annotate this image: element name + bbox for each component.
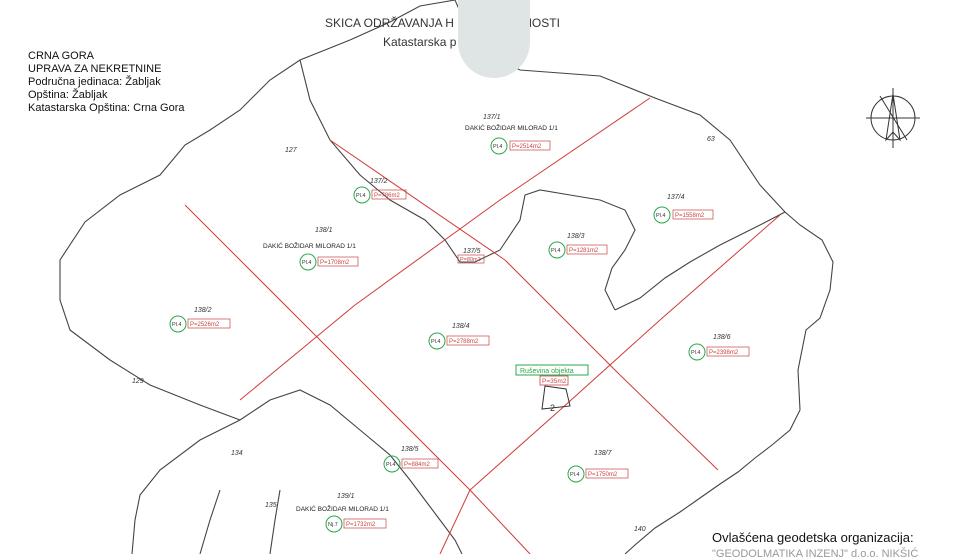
- neighbor-140: 140: [634, 526, 646, 533]
- parcel-area: P=80m2: [460, 257, 481, 263]
- parcel-139-1[interactable]: 139/1 DAKIĆ BOŽIDAR MILORAD 1/1 Nj.7 P=1…: [296, 493, 389, 533]
- parcel-137-4[interactable]: 137/4 Pl.4 P=1558m2: [653, 194, 714, 224]
- parcel-138-7[interactable]: 138/7 Pl.4 P=1750m2: [567, 450, 629, 483]
- ruins-area: P=35m2: [542, 378, 567, 385]
- parcel-number: 137/4: [667, 194, 685, 201]
- parcel-138-5[interactable]: 138/5 Pl.4 P=884m2: [383, 446, 439, 473]
- parcel-137-5[interactable]: 137/5 P=80m2: [457, 248, 485, 264]
- parcel-area: P=1281m2: [569, 248, 599, 254]
- header-authority: UPRAVA ZA NEKRETNINE: [28, 63, 162, 75]
- neighbor-numbers: 127 63 129 134 135 140: [132, 136, 715, 533]
- header-cadastral-municipality: Katastarska Opština: Crna Gora: [28, 102, 185, 114]
- parcel-number: 139/1: [337, 493, 355, 500]
- parcel-area: P=2526m2: [190, 322, 220, 328]
- overlay-shape: [458, 0, 530, 78]
- parcel-number: 138/6: [713, 334, 731, 341]
- organization-label: Ovlašćena geodetska organizacija:: [712, 530, 914, 545]
- parcel-owner: DAKIĆ BOŽIDAR MILORAD 1/1: [465, 123, 558, 132]
- parcel-number: 138/1: [315, 227, 333, 234]
- parcel-area: P=2788m2: [449, 339, 479, 345]
- parcel-code: Pl.4: [431, 339, 440, 345]
- parcel-area: P=1558m2: [675, 213, 705, 219]
- parcel-area: P=1732m2: [346, 522, 376, 528]
- parcel-code: Pl.4: [570, 472, 579, 478]
- neighbor-134: 134: [231, 450, 243, 457]
- parcel-137-2[interactable]: 137/2 Pl.4 P=786m2: [353, 178, 407, 204]
- parcel-area: P=2514m2: [512, 144, 542, 150]
- parcel-area: P=884m2: [404, 462, 431, 468]
- neighbor-135: 135: [265, 502, 277, 509]
- parcel-code: Pl.4: [691, 350, 700, 356]
- parcel-division-lines: [184, 97, 781, 554]
- parcel-code: Pl.4: [302, 260, 311, 266]
- parcel-number: 138/3: [567, 233, 585, 240]
- parcel-number: 138/7: [594, 450, 613, 457]
- parcel-number: 138/5: [401, 446, 419, 453]
- parcel-code: Nj.7: [328, 522, 338, 528]
- organization-name: "GEODOLMATIKA INZENJ" d.o.o. NIKŠIĆ: [712, 548, 919, 560]
- parcel-owner: DAKIĆ BOŽIDAR MILORAD 1/1: [296, 504, 389, 513]
- parcel-code: Pl.4: [172, 322, 181, 328]
- neighbor-127: 127: [285, 147, 298, 154]
- parcel-code: Pl.4: [493, 144, 502, 150]
- parcel-138-6[interactable]: 138/6 Pl.4 P=2398m2: [688, 334, 750, 361]
- parcel-138-1[interactable]: 138/1 DAKIĆ BOŽIDAR MILORAD 1/1 Pl.4 P=1…: [263, 227, 359, 271]
- parcel-number: 137/2: [370, 178, 388, 185]
- parcel-number: 137/5: [463, 248, 481, 255]
- parcel-owner: DAKIĆ BOŽIDAR MILORAD 1/1: [263, 241, 356, 250]
- header-municipality: Opština: Žabljak: [28, 89, 108, 101]
- outer-boundary: [59, 0, 834, 554]
- ruins-number: 2: [550, 403, 555, 413]
- parcel-137-1[interactable]: 137/1 DAKIĆ BOŽIDAR MILORAD 1/1 Pl.4 P=2…: [465, 114, 558, 155]
- ruins-label: Ruševina objekta: [520, 368, 574, 375]
- parcel-code: Pl.4: [551, 248, 560, 254]
- parcel-number: 137/1: [483, 114, 501, 121]
- parcel-area: P=786m2: [374, 193, 401, 199]
- parcel-code: Pl.4: [386, 462, 395, 468]
- neighbor-63: 63: [707, 136, 715, 143]
- parcel-area: P=1708m2: [320, 260, 350, 266]
- header-country: CRNA GORA: [28, 50, 95, 62]
- ruins-object: Ruševina objekta P=35m2 2: [515, 364, 589, 413]
- parcel-138-2[interactable]: 138/2 Pl.4 P=2526m2: [169, 307, 231, 333]
- parcel-area: P=2398m2: [709, 350, 739, 356]
- neighbor-129: 129: [132, 378, 144, 385]
- north-arrow-icon: [866, 88, 920, 148]
- parcel-138-3[interactable]: 138/3 Pl.4 P=1281m2: [548, 233, 608, 259]
- parcel-code: Pl.4: [656, 213, 665, 219]
- parcel-area: P=1750m2: [588, 472, 618, 478]
- parcel-number: 138/2: [194, 307, 212, 314]
- header-unit: Područna jedinaca: Žabljak: [28, 76, 161, 88]
- parcel-number: 138/4: [452, 323, 470, 330]
- parcel-code: Pl.4: [356, 193, 365, 199]
- parcel-138-4[interactable]: 138/4 Pl.4 P=2788m2: [428, 323, 490, 350]
